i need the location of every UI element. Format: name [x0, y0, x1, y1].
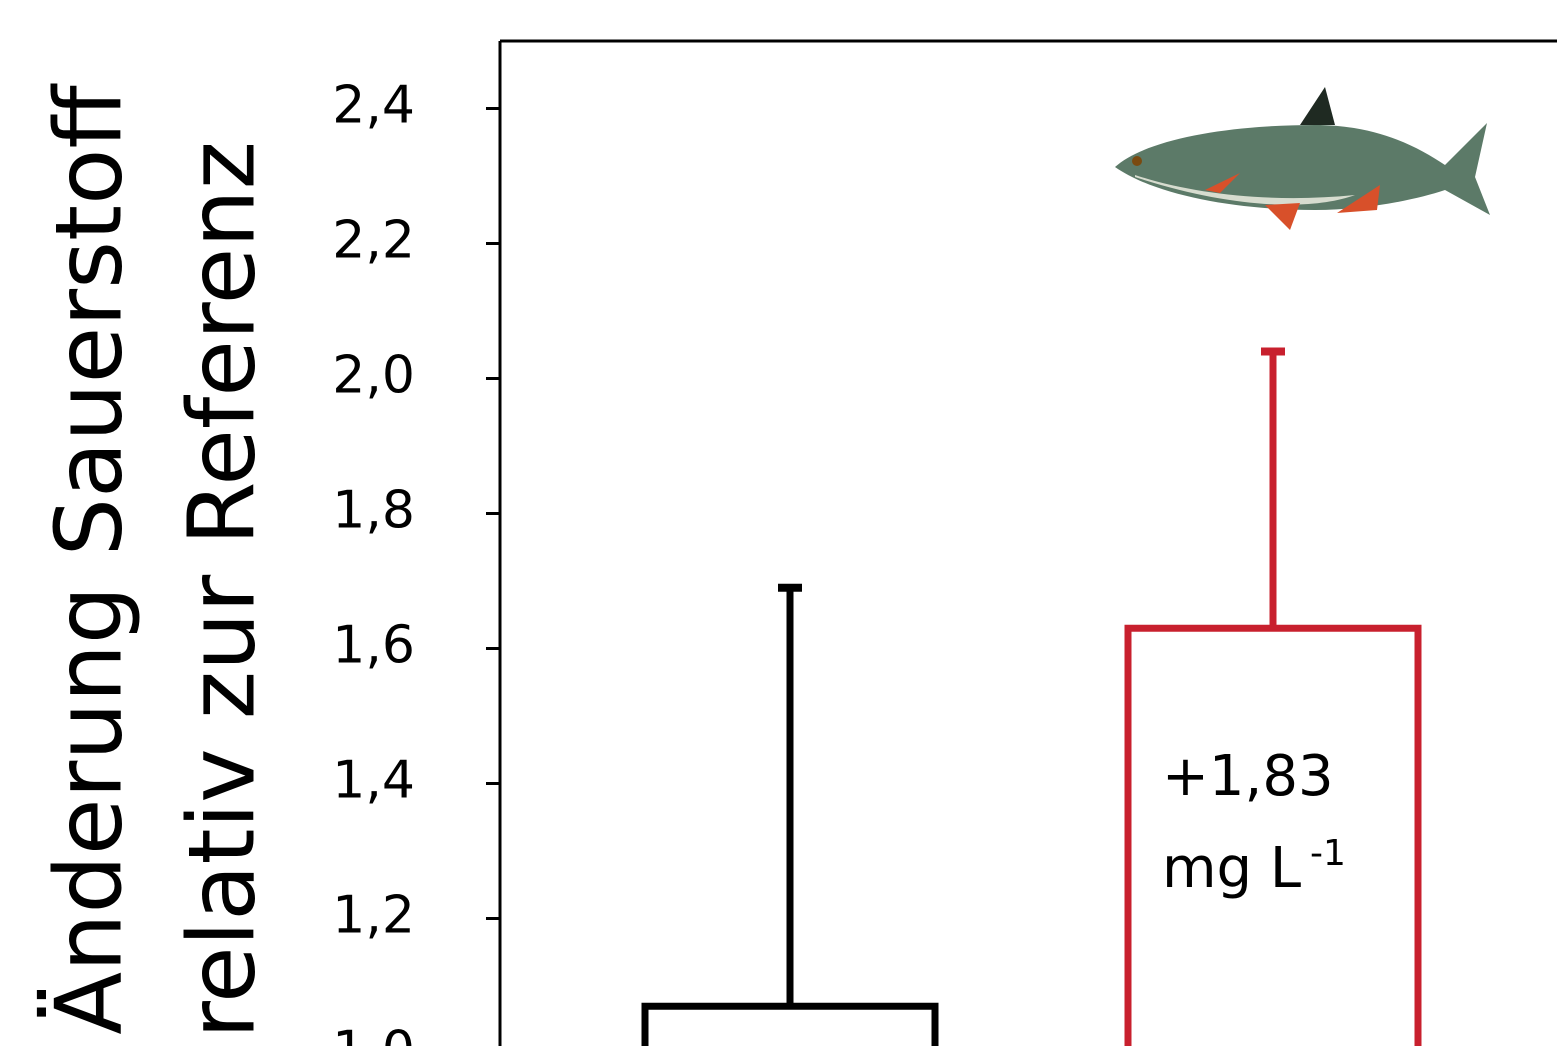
y-tick-label: 1,0	[332, 1021, 415, 1046]
chart: Änderung Sauerstoff relativ zur Referenz…	[0, 0, 1557, 1046]
fish-icon	[1115, 87, 1490, 230]
y-tick-label: 1,6	[332, 616, 415, 676]
error-bar	[1261, 352, 1285, 629]
y-tick-label: 1,8	[332, 481, 415, 541]
y-tick-label: 2,4	[332, 76, 415, 136]
y-axis-title: relativ zur Referenz	[168, 141, 275, 1039]
annotation-superscript: -1	[1310, 833, 1346, 874]
annotation: mg L	[1162, 836, 1301, 901]
y-tick-label: 2,2	[332, 211, 415, 271]
bar	[645, 1006, 935, 1046]
y-tick-label: 1,4	[332, 751, 415, 811]
error-bar	[778, 588, 802, 1007]
annotation: +1,83	[1162, 744, 1334, 809]
y-tick-label: 2,0	[332, 346, 415, 406]
y-axis-title: Änderung Sauerstoff	[35, 83, 142, 1035]
y-tick-label: 1,2	[332, 886, 415, 946]
